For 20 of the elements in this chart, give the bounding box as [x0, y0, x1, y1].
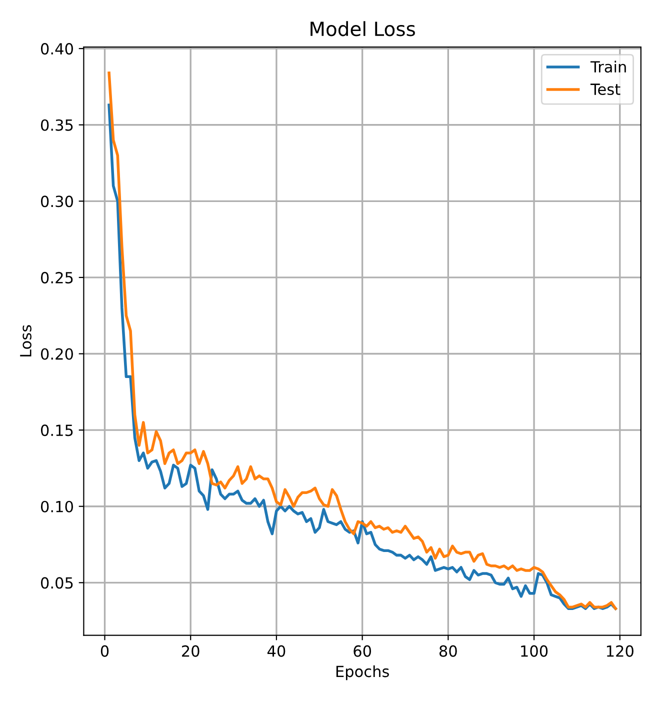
y-axis-title: Loss — [20, 325, 32, 356]
y-tick-label: 0.25 — [40, 272, 73, 284]
y-tick-label: 0.40 — [40, 43, 73, 55]
y-tick-label: 0.05 — [40, 577, 73, 589]
y-tick-label: 0.10 — [40, 500, 73, 512]
y-tick-label: 0.35 — [40, 119, 73, 131]
x-axis-title: Epochs — [336, 665, 389, 680]
x-tick-label: 0 — [100, 645, 109, 657]
legend-label: Train — [590, 60, 626, 73]
legend-label: Test — [590, 84, 620, 96]
x-tick-label: 60 — [354, 645, 372, 657]
x-tick-label: 100 — [521, 645, 548, 657]
chart-title: Model Loss — [310, 21, 415, 36]
y-tick-label: 0.15 — [40, 424, 73, 436]
y-tick-label: 0.20 — [40, 348, 73, 360]
y-tick-label: 0.30 — [40, 196, 73, 208]
x-tick-label: 120 — [606, 645, 634, 657]
x-tick-label: 40 — [267, 645, 286, 657]
x-tick-label: 80 — [439, 645, 457, 657]
x-tick-label: 20 — [182, 645, 200, 657]
